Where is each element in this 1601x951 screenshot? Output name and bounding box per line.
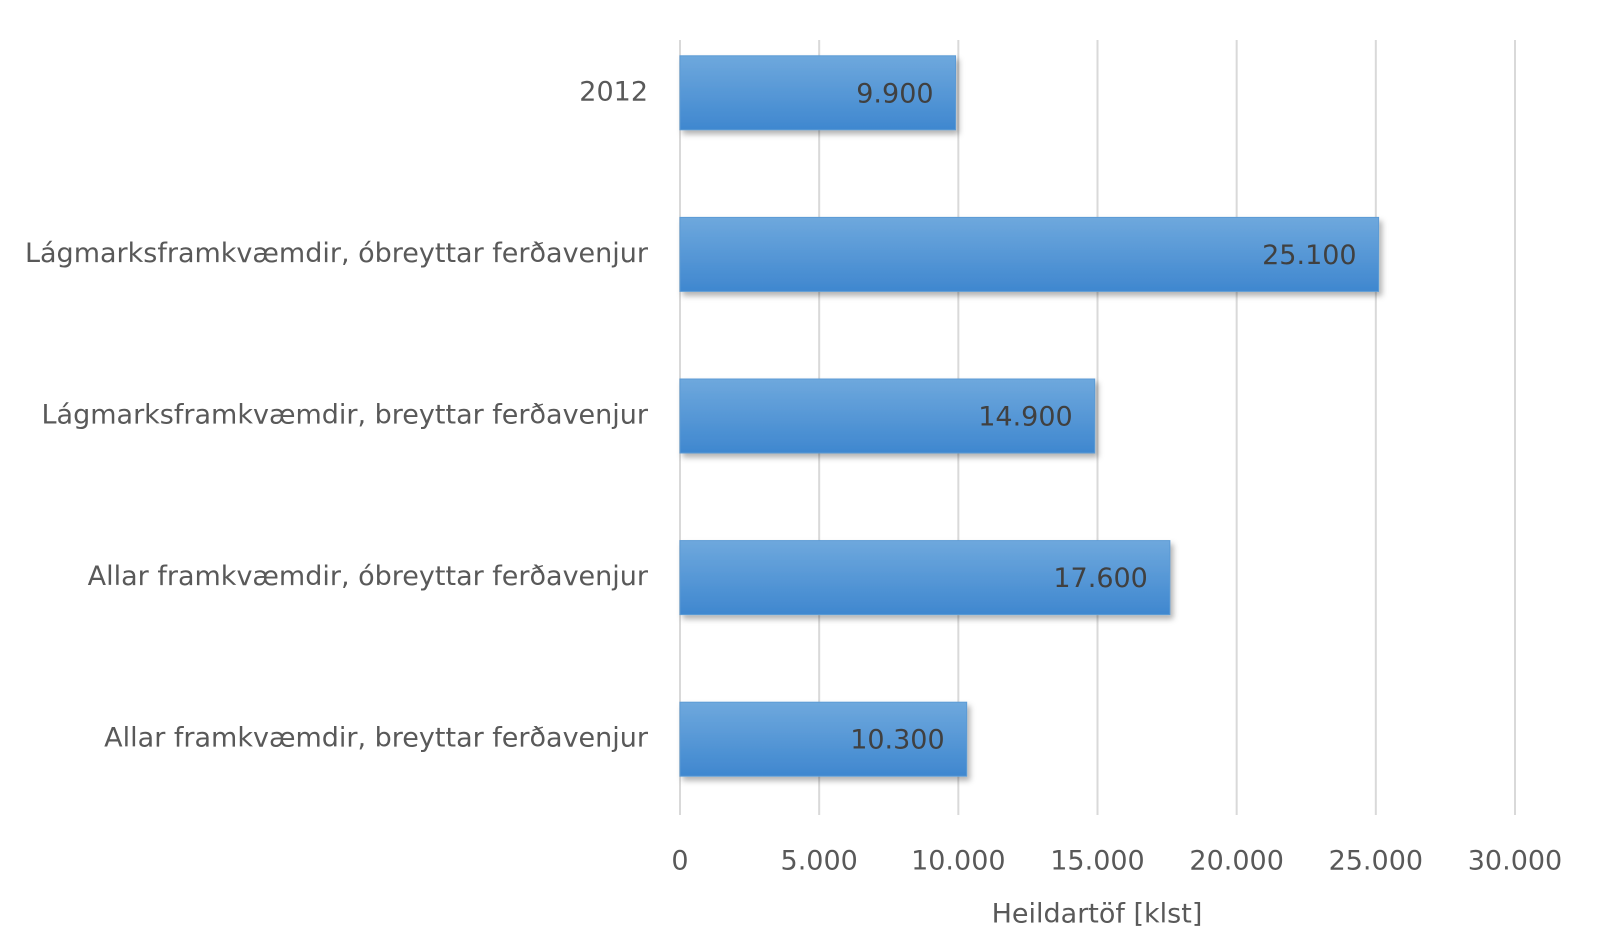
x-tick-label: 25.000 — [1329, 846, 1423, 877]
y-tick-label: 2012 — [579, 76, 648, 107]
data-label: 17.600 — [1053, 563, 1147, 594]
x-tick-label: 10.000 — [911, 846, 1005, 877]
y-tick-label: Allar framkvæmdir, óbreyttar ferðavenjur — [88, 561, 649, 592]
data-label: 25.100 — [1262, 240, 1356, 271]
x-tick-label: 30.000 — [1468, 846, 1562, 877]
data-label: 10.300 — [850, 725, 944, 756]
y-tick-label: Lágmarksframkvæmdir, óbreyttar ferðavenj… — [25, 238, 649, 269]
x-tick-label: 5.000 — [781, 846, 858, 877]
data-label: 14.900 — [978, 402, 1072, 433]
bar — [679, 701, 968, 777]
bar — [679, 378, 1096, 454]
y-tick-label: Allar framkvæmdir, breyttar ferðavenjur — [104, 723, 649, 754]
x-tick-label: 20.000 — [1189, 846, 1283, 877]
x-tick-label: 0 — [671, 846, 688, 877]
x-tick-label: 15.000 — [1050, 846, 1144, 877]
x-axis-label: Heildartöf [klst] — [992, 899, 1203, 930]
bar — [679, 216, 1380, 292]
data-label: 9.900 — [856, 78, 933, 109]
bar — [679, 540, 1171, 616]
y-tick-label: Lágmarksframkvæmdir, breyttar ferðavenju… — [42, 400, 649, 431]
bar — [679, 55, 957, 131]
